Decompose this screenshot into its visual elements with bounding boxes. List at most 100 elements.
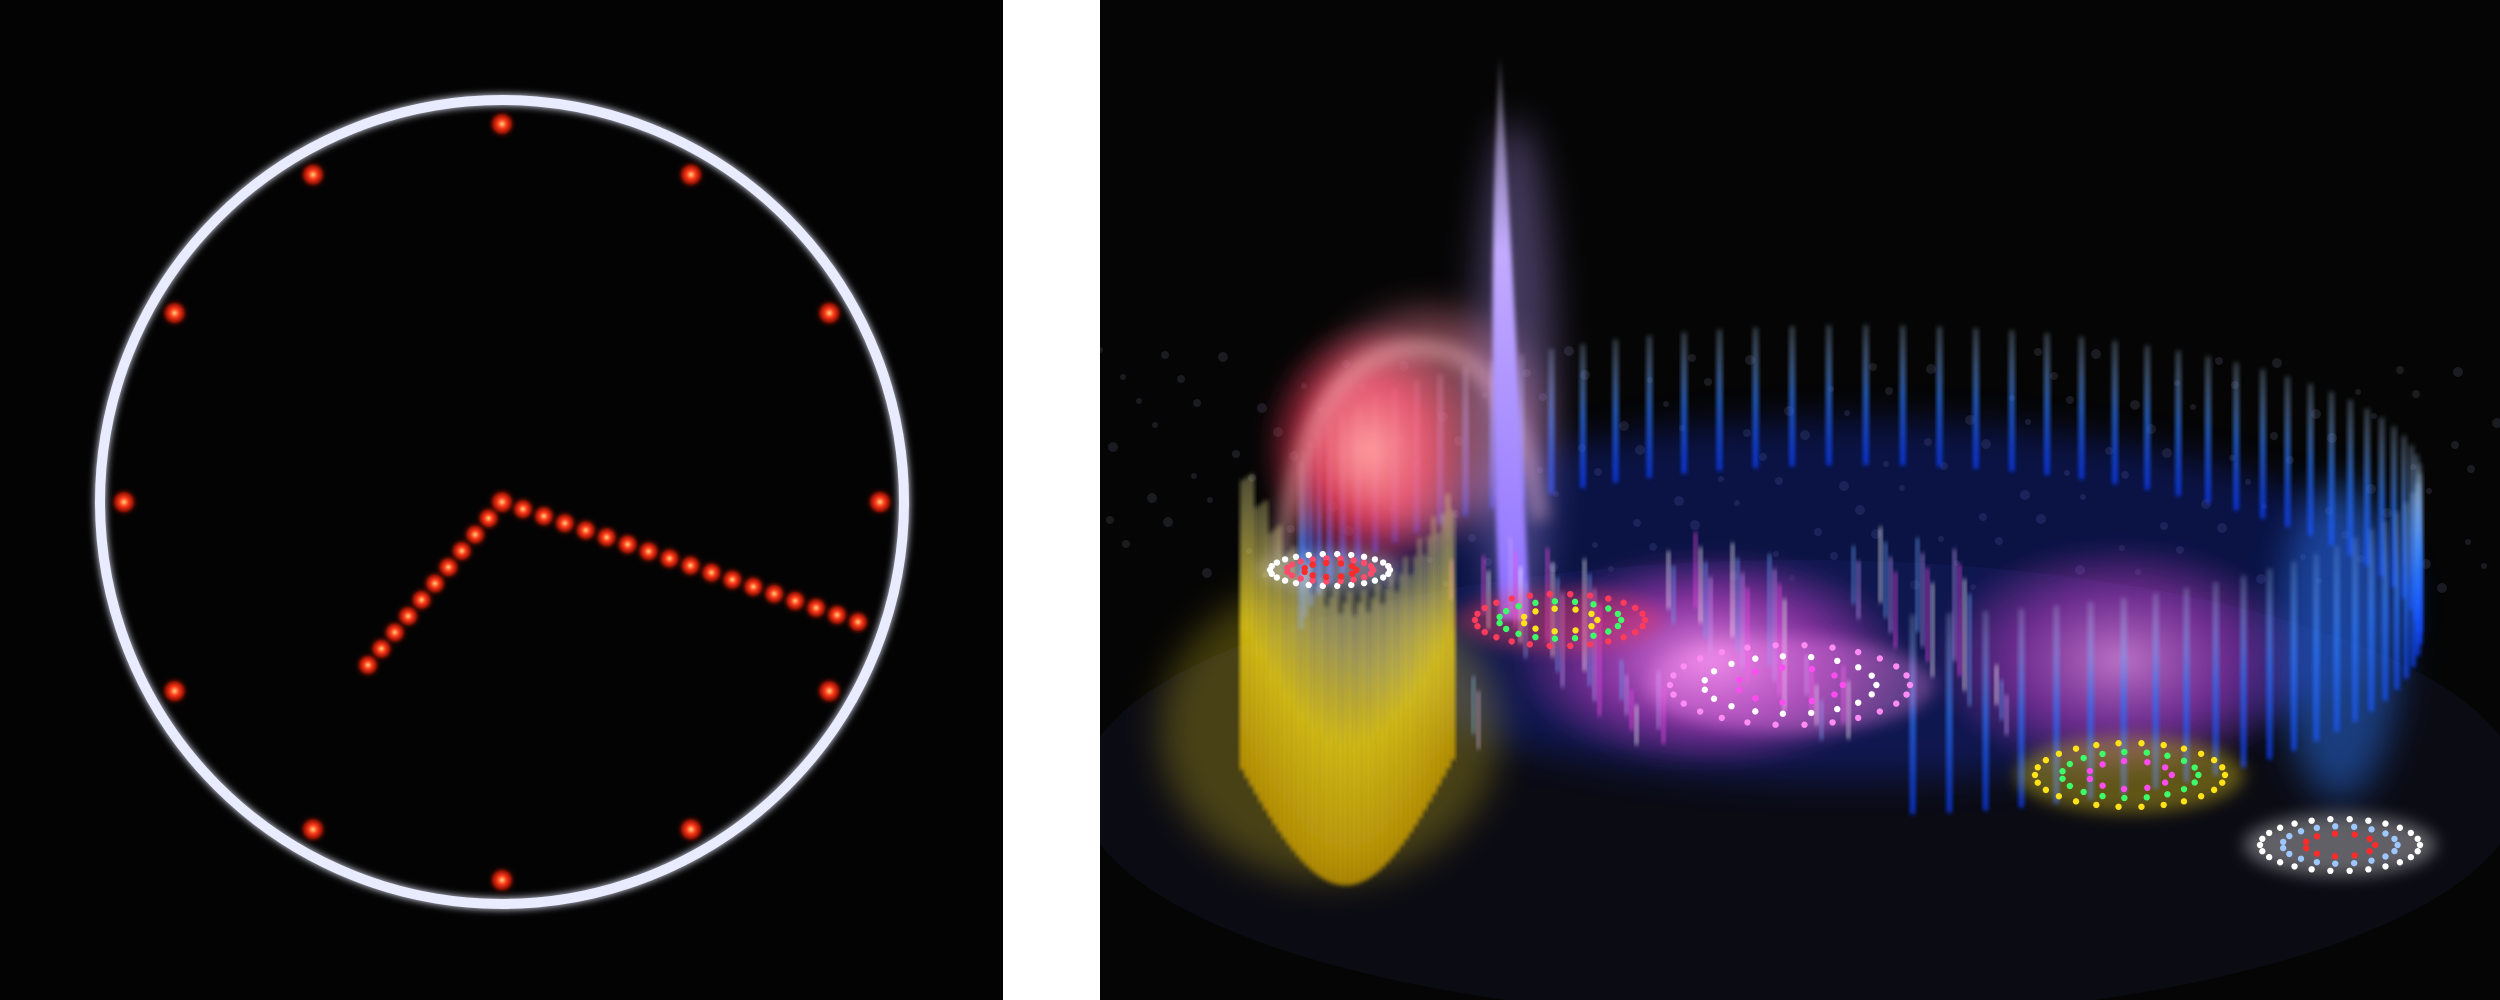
blue-jet: [2112, 341, 2117, 484]
crowd-head: [2025, 419, 2031, 425]
yellow-jet: [1245, 477, 1250, 778]
minute-hand-led: [702, 564, 720, 582]
hour-hand-led: [359, 656, 377, 674]
inner-jet: [1953, 549, 1956, 661]
crowd-head: [2453, 367, 2463, 377]
blue-jet: [1863, 325, 1868, 465]
yellow-jet: [1441, 513, 1446, 777]
inner-jet: [2005, 695, 2008, 735]
crowd-head: [1191, 473, 1197, 479]
blue-jet: [2285, 376, 2290, 527]
hour-marker-led: [819, 303, 839, 323]
hour-marker-led: [165, 303, 185, 323]
yellow-jet: [1399, 574, 1404, 846]
crowd-head: [1844, 410, 1850, 416]
hour-marker-led: [819, 681, 839, 701]
inner-jet: [1926, 568, 1929, 662]
minute-hand-led: [765, 585, 783, 603]
yellow-jet: [1380, 604, 1385, 867]
blue-jet: [1983, 611, 1988, 810]
yellow-jet: [1329, 597, 1334, 882]
blue-jet: [2145, 346, 2150, 490]
crowd-head: [1663, 401, 1669, 407]
inner-jet: [1667, 551, 1670, 609]
crowd-head: [1161, 351, 1169, 359]
crowd-head: [2215, 357, 2223, 365]
minute-hand-led: [535, 507, 553, 525]
yellow-jet: [1263, 500, 1268, 810]
blue-jet: [2260, 369, 2265, 518]
blue-jet: [1790, 326, 1795, 466]
hour-hand-led: [480, 509, 498, 527]
crowd-head: [2421, 559, 2431, 569]
hour-hand-led: [413, 591, 431, 609]
hour-hand-led: [439, 558, 457, 576]
yellow-jet: [1445, 494, 1450, 769]
blue-jet: [2404, 502, 2409, 679]
yellow-jet: [1240, 480, 1245, 770]
nozzle-rosette: [1646, 637, 1934, 733]
inner-jet: [1921, 553, 1924, 647]
hour-hand-led: [466, 526, 484, 544]
inner-jet: [2000, 680, 2003, 720]
inner-jet: [1968, 594, 1971, 706]
inner-jet: [1931, 583, 1934, 677]
hour-marker-led: [681, 819, 701, 839]
crowd-head: [1218, 352, 1228, 362]
inner-jet: [1699, 547, 1702, 623]
minute-hand-led: [640, 542, 658, 560]
crowd-head: [2066, 396, 2074, 404]
crowd-head: [1564, 346, 1574, 356]
hour-marker-led: [492, 870, 512, 890]
yellow-jet: [1287, 552, 1292, 845]
crowd-head: [2355, 389, 2361, 395]
crowd-head: [2396, 366, 2404, 374]
yellow-jet: [1403, 556, 1408, 839]
minute-hand-led: [661, 549, 679, 567]
crowd-head: [2481, 563, 2487, 569]
crowd-head: [1152, 422, 1158, 428]
blue-jet: [2079, 337, 2084, 479]
yellow-jet: [1282, 557, 1287, 839]
crowd-head: [1106, 516, 1114, 524]
crowd-head: [2465, 539, 2471, 545]
inner-jet: [1694, 532, 1697, 608]
yellow-jet: [1305, 565, 1310, 867]
yellow-jet: [1422, 555, 1427, 810]
yellow-jet: [1347, 591, 1352, 885]
crowd-head: [1926, 364, 1936, 374]
inner-jet: [1630, 690, 1633, 730]
hour-marker-led: [303, 819, 323, 839]
led-clock-graphic: [0, 0, 1003, 1000]
yellow-jet: [1450, 510, 1455, 760]
yellow-jet: [1254, 507, 1259, 794]
hour-marker-led: [114, 492, 134, 512]
blue-jet: [1753, 328, 1758, 469]
inner-jet: [1884, 542, 1887, 618]
inner-jet: [1963, 579, 1966, 691]
inner-jet: [1635, 705, 1638, 745]
inner-jet: [1620, 660, 1623, 700]
crowd-head: [1177, 375, 1185, 383]
yellow-jet: [1315, 587, 1320, 875]
minute-hand-led: [744, 578, 762, 596]
crowd-head: [1108, 442, 1118, 452]
nozzle-rosette: [2016, 737, 2244, 814]
hour-marker-led: [870, 492, 890, 512]
crowd-head: [2412, 390, 2420, 398]
yellow-jet: [1338, 613, 1343, 884]
blue-jet: [2009, 330, 2014, 471]
crowd-head: [2050, 372, 2058, 380]
blue-jet: [2176, 351, 2181, 496]
minute-hand-led: [681, 557, 699, 575]
crowd-head: [1688, 354, 1696, 362]
yellow-jet: [1436, 533, 1441, 786]
crowd-head: [2270, 432, 2278, 440]
crowd-head: [1207, 497, 1213, 503]
yellow-jet: [1371, 598, 1376, 875]
crowd-head: [1193, 399, 1201, 407]
crowd-head: [1122, 540, 1130, 548]
minute-hand-led: [514, 500, 532, 518]
minute-hand-led: [577, 521, 595, 539]
minute-hand-led: [849, 613, 867, 631]
